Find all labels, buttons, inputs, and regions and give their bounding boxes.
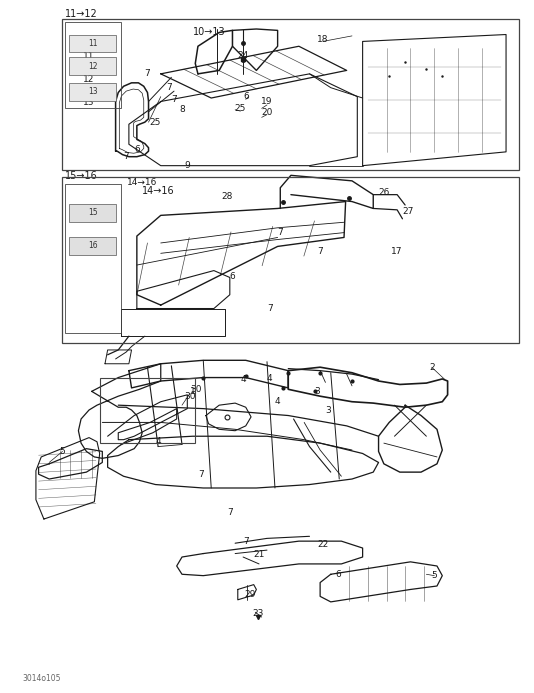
Bar [100,378,195,443]
Text: 14→16: 14→16 [127,178,158,187]
Text: 20: 20 [261,108,273,117]
Text: 19: 19 [261,97,273,106]
Text: 6: 6 [336,570,342,579]
Text: 13: 13 [83,98,95,107]
Text: 7: 7 [198,470,203,479]
Text: 29: 29 [245,590,256,599]
Text: 1: 1 [190,387,195,396]
Text: 9: 9 [184,161,190,170]
Text: 18: 18 [317,35,328,44]
Text: 7: 7 [166,83,171,92]
Text: 21: 21 [253,550,265,559]
Bar [62,177,520,343]
Text: 15→16: 15→16 [65,171,98,181]
Bar [65,184,121,333]
Text: 7: 7 [171,95,177,104]
Text: 7: 7 [317,247,323,256]
Bar [62,19,520,170]
Bar [65,22,121,108]
Bar [69,35,115,53]
Text: 11: 11 [83,52,95,61]
Bar [69,58,115,76]
Text: 15: 15 [88,208,98,217]
Text: 22: 22 [317,540,328,549]
Text: 5: 5 [60,447,65,456]
Bar [69,237,115,255]
Text: 4: 4 [155,437,161,446]
Text: 25: 25 [235,104,246,113]
Text: 4: 4 [275,397,280,406]
Text: 7: 7 [123,152,129,161]
Text: 6: 6 [230,272,235,281]
Text: 2: 2 [429,362,435,371]
Text: 7: 7 [227,508,233,517]
Text: 4: 4 [267,374,272,383]
Text: 30: 30 [184,392,196,401]
Text: 10→13: 10→13 [193,27,225,37]
Text: 7: 7 [267,304,272,313]
Text: 30: 30 [190,385,201,394]
Text: 28: 28 [222,191,233,200]
Text: 23: 23 [252,609,264,618]
Text: 6: 6 [134,146,140,155]
Text: 17: 17 [391,247,403,256]
Text: 6: 6 [243,92,249,101]
Text: 3: 3 [315,387,320,396]
Text: 12: 12 [88,62,98,71]
Text: 3014o105: 3014o105 [22,674,61,683]
Text: 11: 11 [88,39,98,48]
Bar [69,204,115,222]
Text: 8: 8 [179,105,185,114]
Text: 16: 16 [88,241,98,250]
Text: 13: 13 [88,87,98,96]
Text: 26: 26 [378,188,390,197]
Text: 14→16: 14→16 [142,186,175,195]
Text: 3: 3 [325,405,331,414]
Text: 4: 4 [240,375,246,384]
Text: 24: 24 [238,51,249,60]
Text: 11→12: 11→12 [65,8,98,19]
Text: 7: 7 [277,228,283,237]
Text: 7: 7 [145,69,151,78]
Text: 12: 12 [83,75,95,84]
Bar [69,83,115,100]
Text: 7: 7 [243,536,249,545]
Text: 5: 5 [431,571,437,580]
Text: 27: 27 [402,207,413,216]
Text: 25: 25 [150,118,161,127]
